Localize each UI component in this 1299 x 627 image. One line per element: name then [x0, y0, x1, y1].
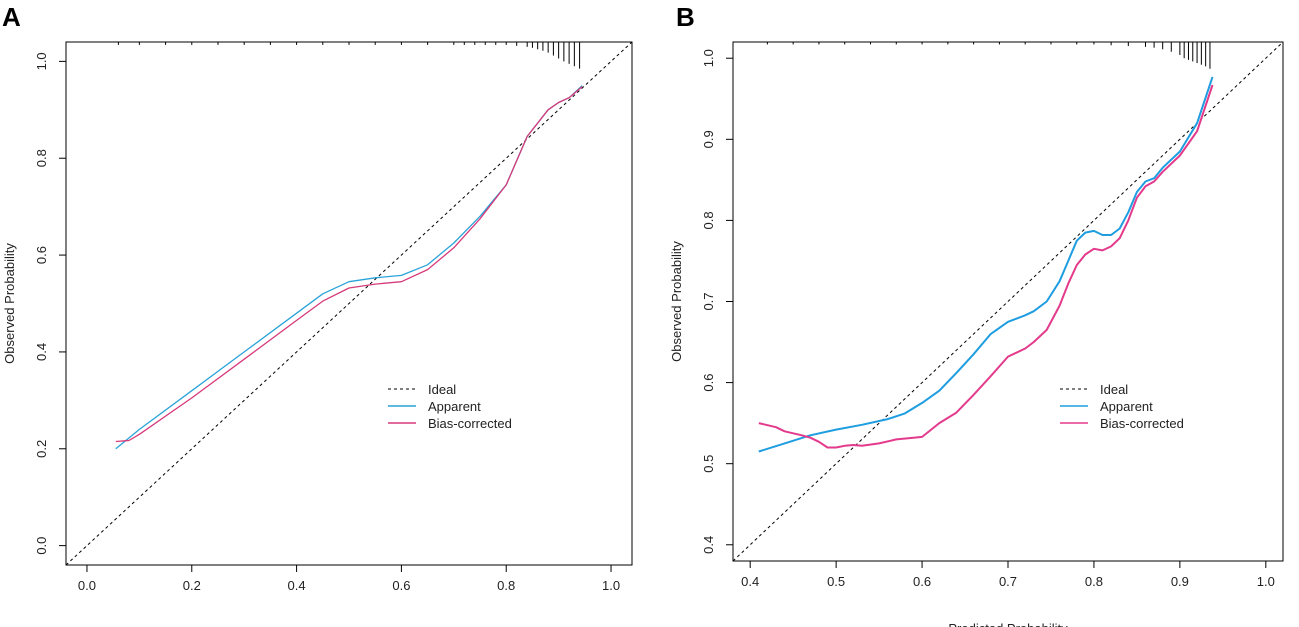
legend-ideal-label: Ideal — [1100, 382, 1128, 397]
y-tick-label: 0.7 — [701, 292, 716, 310]
x-axis-title: Predicted Probability — [948, 621, 1068, 627]
y-tick-label: 0.8 — [34, 149, 49, 167]
y-tick-label: 0.9 — [701, 130, 716, 148]
panel-label-b: B — [676, 2, 695, 32]
x-tick-label: 0.6 — [392, 578, 410, 593]
calibration-panel-b: B 0.4 0.5 0.6 0.7 0.8 0.9 1.0 0.4 0.5 0.6 0.7 0.8 0.… — [650, 0, 1299, 627]
y-tick-label: 0.8 — [701, 211, 716, 229]
apparent-line — [115, 85, 583, 450]
y-tick-label: 1.0 — [701, 49, 716, 67]
apparent-line — [758, 76, 1214, 453]
x-tick-label: 0.7 — [999, 574, 1017, 589]
x-tick-label: 1.0 — [602, 578, 620, 593]
x-tick-label: 0.4 — [288, 578, 306, 593]
ideal-line — [732, 41, 1284, 562]
y-tick-label: 0.6 — [34, 246, 49, 264]
legend-apparent-label: Apparent — [428, 399, 481, 414]
x-tick-label: 0.8 — [497, 578, 515, 593]
y-tick-label: 0.6 — [701, 374, 716, 392]
y-axis-title: Observed Probability — [2, 243, 17, 364]
calibration-chart-b: 0.4 0.5 0.6 0.7 0.8 0.9 1.0 0.4 0.5 0.6 0.7 0.8 0.9 1… — [669, 41, 1284, 627]
ideal-line — [65, 41, 633, 566]
x-tick-label: 0.6 — [913, 574, 931, 589]
legend-bias-corrected-label: Bias-corrected — [428, 416, 512, 431]
x-tick-label: 1.0 — [1257, 574, 1275, 589]
x-tick-label: 0.4 — [741, 574, 759, 589]
x-tick-label: 0.5 — [827, 574, 845, 589]
y-tick-label: 1.0 — [34, 52, 49, 70]
legend-bias-corrected-label: Bias-corrected — [1100, 416, 1184, 431]
y-tick-label: 0.4 — [701, 536, 716, 554]
x-tick-label: 0.0 — [78, 578, 96, 593]
bias-corrected-line — [115, 86, 583, 443]
calibration-panel-a: A 0.0 0.2 0.4 0.6 0.8 1.0 0.0 0.2 0.4 0.6 0.8 1.0 Pr… — [2, 2, 633, 627]
y-tick-label: 0.5 — [701, 455, 716, 473]
bias-corrected-line — [758, 84, 1214, 449]
y-tick-label: 0.4 — [34, 343, 49, 361]
y-tick-label: 0.0 — [34, 537, 49, 555]
x-tick-label: 0.8 — [1085, 574, 1103, 589]
x-tick-label: 0.2 — [183, 578, 201, 593]
y-tick-label: 0.2 — [34, 440, 49, 458]
x-axis-title: Predicted Probability — [289, 625, 409, 627]
legend-ideal-label: Ideal — [428, 382, 456, 397]
y-axis-title: Observed Probability — [669, 241, 684, 362]
legend-apparent-label: Apparent — [1100, 399, 1153, 414]
panel-label-a: A — [2, 2, 21, 32]
calibration-chart-a: 0.0 0.2 0.4 0.6 0.8 1.0 0.0 0.2 0.4 0.6 0.8 1.0 Pred… — [2, 41, 633, 627]
x-tick-label: 0.9 — [1171, 574, 1189, 589]
